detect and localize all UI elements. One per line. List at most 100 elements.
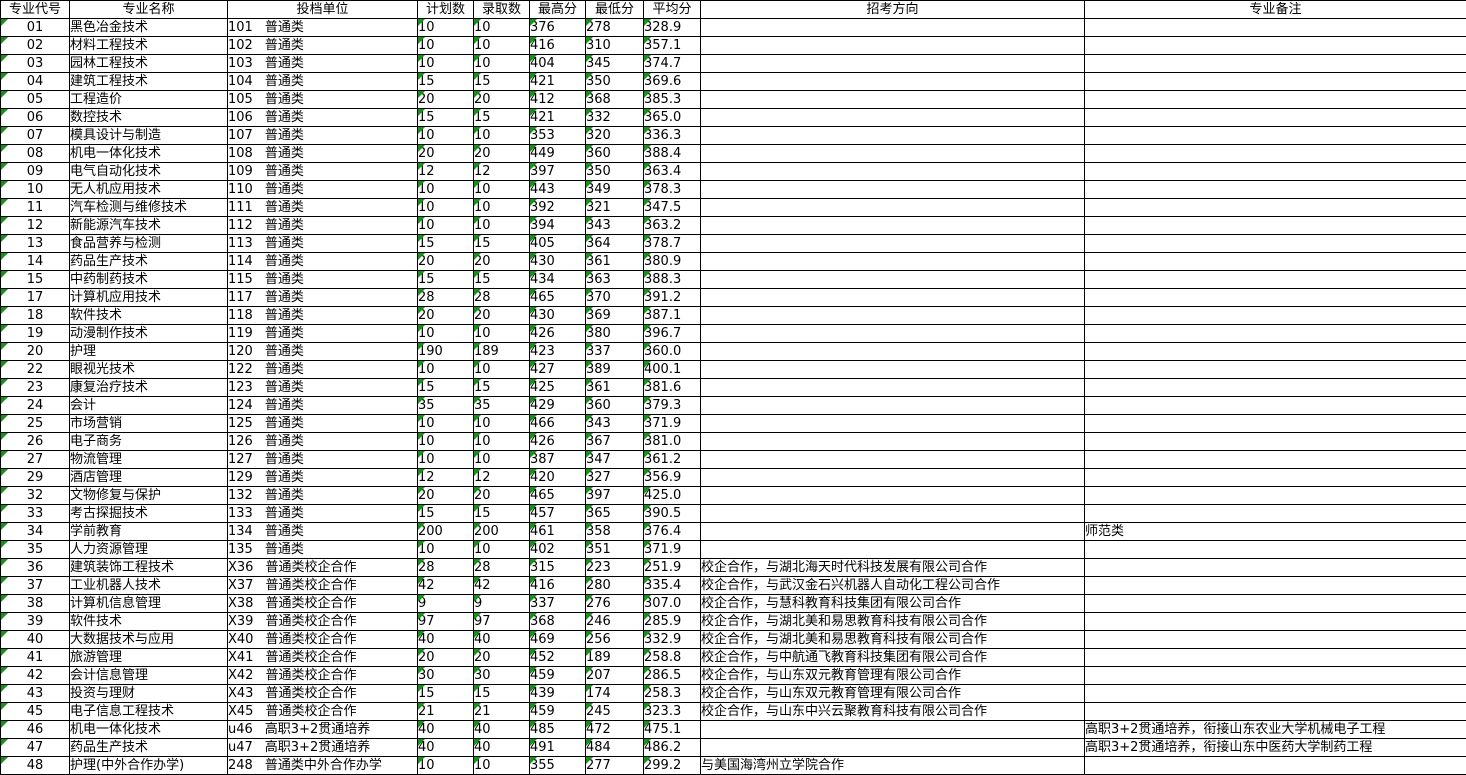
cell-direction[interactable] [700,234,1085,253]
cell-max[interactable]: 337 [529,594,586,613]
cell-unit[interactable]: 117 普通类 [227,288,418,307]
cell-max[interactable]: 392 [529,198,586,217]
cell-max[interactable]: 425 [529,378,586,397]
cell-admitted[interactable]: 20 [473,90,530,109]
cell-plan[interactable]: 28 [417,558,474,577]
cell-plan[interactable]: 15 [417,270,474,289]
cell-code[interactable]: 32 [0,486,70,505]
cell-min[interactable]: 370 [585,288,644,307]
cell-avg[interactable]: 390.5 [643,504,701,523]
cell-unit[interactable]: X40 普通类校企合作 [227,630,418,649]
cell-name[interactable]: 旅游管理 [69,648,228,667]
cell-code[interactable]: 25 [0,414,70,433]
cell-direction[interactable]: 校企合作，与山东双元教育管理有限公司合作 [700,684,1085,703]
cell-direction[interactable] [700,396,1085,415]
cell-admitted[interactable]: 9 [473,594,530,613]
cell-code[interactable]: 19 [0,324,70,343]
cell-plan[interactable]: 20 [417,144,474,163]
cell-remark[interactable] [1084,90,1466,109]
cell-remark[interactable] [1084,558,1466,577]
cell-remark[interactable] [1084,36,1466,55]
cell-max[interactable]: 394 [529,216,586,235]
cell-max[interactable]: 402 [529,540,586,559]
cell-unit[interactable]: 134 普通类 [227,522,418,541]
cell-remark[interactable] [1084,486,1466,505]
cell-plan[interactable]: 10 [417,756,474,775]
cell-direction[interactable] [700,414,1085,433]
cell-plan[interactable]: 10 [417,360,474,379]
cell-admitted[interactable]: 40 [473,630,530,649]
cell-direction[interactable] [700,522,1085,541]
cell-plan[interactable]: 12 [417,468,474,487]
cell-admitted[interactable]: 10 [473,126,530,145]
cell-min[interactable]: 337 [585,342,644,361]
cell-avg[interactable]: 336.3 [643,126,701,145]
cell-code[interactable]: 11 [0,198,70,217]
cell-admitted[interactable]: 200 [473,522,530,541]
cell-avg[interactable]: 378.7 [643,234,701,253]
cell-code[interactable]: 24 [0,396,70,415]
cell-name[interactable]: 机电一体化技术 [69,144,228,163]
cell-avg[interactable]: 356.9 [643,468,701,487]
cell-code[interactable]: 08 [0,144,70,163]
cell-max[interactable]: 376 [529,18,586,37]
cell-min[interactable]: 245 [585,702,644,721]
cell-unit[interactable]: 133 普通类 [227,504,418,523]
cell-name[interactable]: 药品生产技术 [69,252,228,271]
cell-max[interactable]: 452 [529,648,586,667]
cell-max[interactable]: 421 [529,72,586,91]
cell-admitted[interactable]: 12 [473,162,530,181]
cell-unit[interactable]: 118 普通类 [227,306,418,325]
cell-code[interactable]: 43 [0,684,70,703]
cell-unit[interactable]: u47 高职3+2贯通培养 [227,738,418,757]
cell-name[interactable]: 市场营销 [69,414,228,433]
cell-admitted[interactable]: 10 [473,18,530,37]
cell-name[interactable]: 新能源汽车技术 [69,216,228,235]
cell-remark[interactable] [1084,630,1466,649]
cell-name[interactable]: 食品营养与检测 [69,234,228,253]
cell-max[interactable]: 426 [529,432,586,451]
cell-plan[interactable]: 190 [417,342,474,361]
cell-remark[interactable] [1084,702,1466,721]
cell-unit[interactable]: 114 普通类 [227,252,418,271]
cell-max[interactable]: 412 [529,90,586,109]
cell-admitted[interactable]: 28 [473,288,530,307]
cell-avg[interactable]: 388.4 [643,144,701,163]
cell-code[interactable]: 17 [0,288,70,307]
cell-plan[interactable]: 40 [417,720,474,739]
cell-remark[interactable] [1084,54,1466,73]
cell-avg[interactable]: 369.6 [643,72,701,91]
cell-direction[interactable] [700,18,1085,37]
cell-min[interactable]: 347 [585,450,644,469]
cell-max[interactable]: 427 [529,360,586,379]
cell-direction[interactable] [700,54,1085,73]
cell-unit[interactable]: 102 普通类 [227,36,418,55]
cell-name[interactable]: 药品生产技术 [69,738,228,757]
cell-plan[interactable]: 10 [417,126,474,145]
cell-code[interactable]: 09 [0,162,70,181]
cell-plan[interactable]: 40 [417,738,474,757]
cell-direction[interactable] [700,180,1085,199]
cell-unit[interactable]: X42 普通类校企合作 [227,666,418,685]
cell-unit[interactable]: 112 普通类 [227,216,418,235]
cell-max[interactable]: 423 [529,342,586,361]
cell-direction[interactable]: 校企合作，与湖北海天时代科技发展有限公司合作 [700,558,1085,577]
cell-avg[interactable]: 258.3 [643,684,701,703]
cell-plan[interactable]: 20 [417,486,474,505]
cell-unit[interactable]: 125 普通类 [227,414,418,433]
cell-admitted[interactable]: 15 [473,270,530,289]
cell-admitted[interactable]: 21 [473,702,530,721]
cell-remark[interactable] [1084,684,1466,703]
cell-direction[interactable] [700,252,1085,271]
cell-name[interactable]: 电气自动化技术 [69,162,228,181]
cell-code[interactable]: 45 [0,702,70,721]
cell-avg[interactable]: 332.9 [643,630,701,649]
cell-avg[interactable]: 374.7 [643,54,701,73]
cell-admitted[interactable]: 10 [473,216,530,235]
cell-min[interactable]: 361 [585,252,644,271]
cell-unit[interactable]: 111 普通类 [227,198,418,217]
cell-direction[interactable] [700,324,1085,343]
cell-max[interactable]: 443 [529,180,586,199]
cell-code[interactable]: 23 [0,378,70,397]
cell-admitted[interactable]: 28 [473,558,530,577]
